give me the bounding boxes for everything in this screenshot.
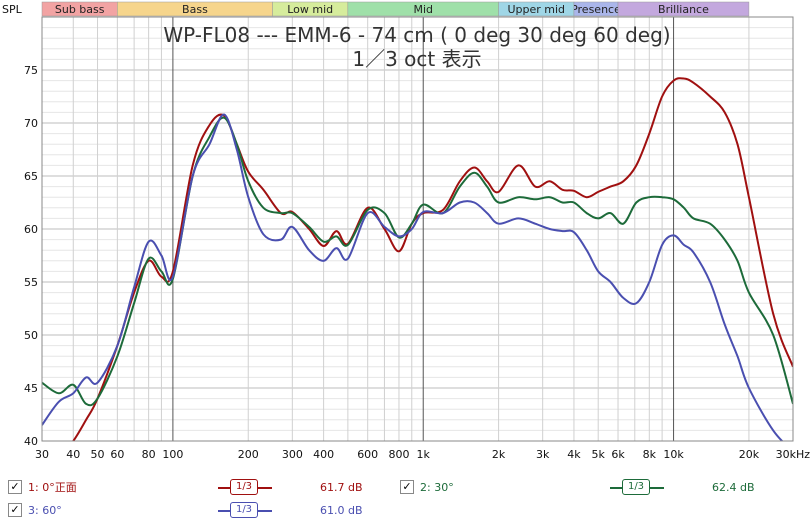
band-label: Sub bass	[55, 3, 105, 16]
x-tick-label: 3k	[536, 448, 550, 461]
frequency-bands: Sub bass Bass Low mid Mid Upper mid Presence B…	[41, 1, 750, 17]
band-label: Low mid	[287, 3, 333, 16]
series-2-smoothing-button[interactable]: 1/3	[610, 479, 664, 495]
series-1-smoothing-label: 1/3	[230, 479, 258, 495]
x-tick-label: 5k	[592, 448, 606, 461]
y-axis-label: SPL	[2, 3, 23, 16]
series-3-label: 3: 60°	[28, 503, 62, 517]
x-tick-label: 50	[91, 448, 105, 461]
chart-title: WP-FL08 --- EMM-6 - 74 cm ( 0 deg 30 deg…	[163, 23, 670, 47]
band-label: Presence	[571, 3, 621, 16]
y-tick-label: 60	[24, 223, 38, 236]
series-3-smoothing-label: 1/3	[230, 502, 258, 518]
band-label: Upper mid	[507, 3, 565, 16]
series-2-checkbox[interactable]: ✓	[400, 480, 414, 494]
x-tick-label: 300	[282, 448, 303, 461]
x-tick-label: 8k	[643, 448, 657, 461]
x-tick-label: 600	[357, 448, 378, 461]
x-tick-label: 4k	[567, 448, 581, 461]
x-tick-label: 100	[162, 448, 183, 461]
series-3-checkbox[interactable]: ✓	[8, 503, 22, 517]
y-tick-label: 65	[24, 170, 38, 183]
y-tick-label: 55	[24, 276, 38, 289]
series-lines	[42, 77, 793, 441]
band-label: Mid	[413, 3, 433, 16]
y-tick-label: 50	[24, 329, 38, 342]
x-tick-label: 10k	[663, 448, 684, 461]
x-tick-label: 60	[110, 448, 124, 461]
legend-item-60deg: ✓ 3: 60°	[8, 501, 62, 519]
band-label: Bass	[182, 3, 208, 16]
x-tick-label: 30kHz	[776, 448, 811, 461]
x-tick-label: 20k	[739, 448, 760, 461]
x-tick-label: 400	[313, 448, 334, 461]
x-tick-label: 800	[388, 448, 409, 461]
series-line-3	[42, 113, 784, 441]
series-line-2	[42, 116, 793, 407]
series-1-label: 1: 0°正面	[28, 481, 77, 494]
x-tick-label: 30	[35, 448, 49, 461]
band-label: Brilliance	[658, 3, 709, 16]
legend-panel: ✓ 1: 0°正面 1/3 61.7 dB ✓ 2: 30° 1/3 62.4 …	[0, 466, 812, 524]
plot-frame	[41, 16, 794, 442]
series-3-value: 61.0 dB	[320, 504, 363, 517]
series-3-smoothing-button[interactable]: 1/3	[218, 502, 272, 518]
x-tick-labels: 30 40 50 60 80 100 200 300 400 600 800 1k 2k 3k 4k 5k 6k…	[35, 448, 810, 461]
chart-subtitle: 1／3 oct 表示	[352, 47, 481, 71]
series-2-value: 62.4 dB	[712, 481, 755, 494]
y-tick-label: 45	[24, 382, 38, 395]
x-tick-label: 80	[142, 448, 156, 461]
series-1-checkbox[interactable]: ✓	[8, 480, 22, 494]
series-1-value: 61.7 dB	[320, 481, 363, 494]
x-tick-label: 200	[238, 448, 259, 461]
y-tick-labels: 40 45 50 55 60 65 70 75	[24, 64, 38, 448]
series-2-label: 2: 30°	[420, 480, 454, 494]
y-tick-label: 40	[24, 435, 38, 448]
series-1-smoothing-button[interactable]: 1/3	[218, 479, 272, 495]
band-6	[617, 1, 750, 17]
x-tick-label: 2k	[492, 448, 506, 461]
series-line-1	[72, 77, 793, 441]
x-tick-label: 1k	[417, 448, 431, 461]
y-tick-label: 75	[24, 64, 38, 77]
series-2-smoothing-label: 1/3	[622, 479, 650, 495]
legend-item-0deg: ✓ 1: 0°正面	[8, 478, 77, 496]
y-tick-label: 70	[24, 117, 38, 130]
legend-item-30deg: ✓ 2: 30°	[400, 478, 454, 496]
x-tick-label: 6k	[611, 448, 625, 461]
x-tick-label: 40	[66, 448, 80, 461]
grid	[41, 16, 794, 442]
